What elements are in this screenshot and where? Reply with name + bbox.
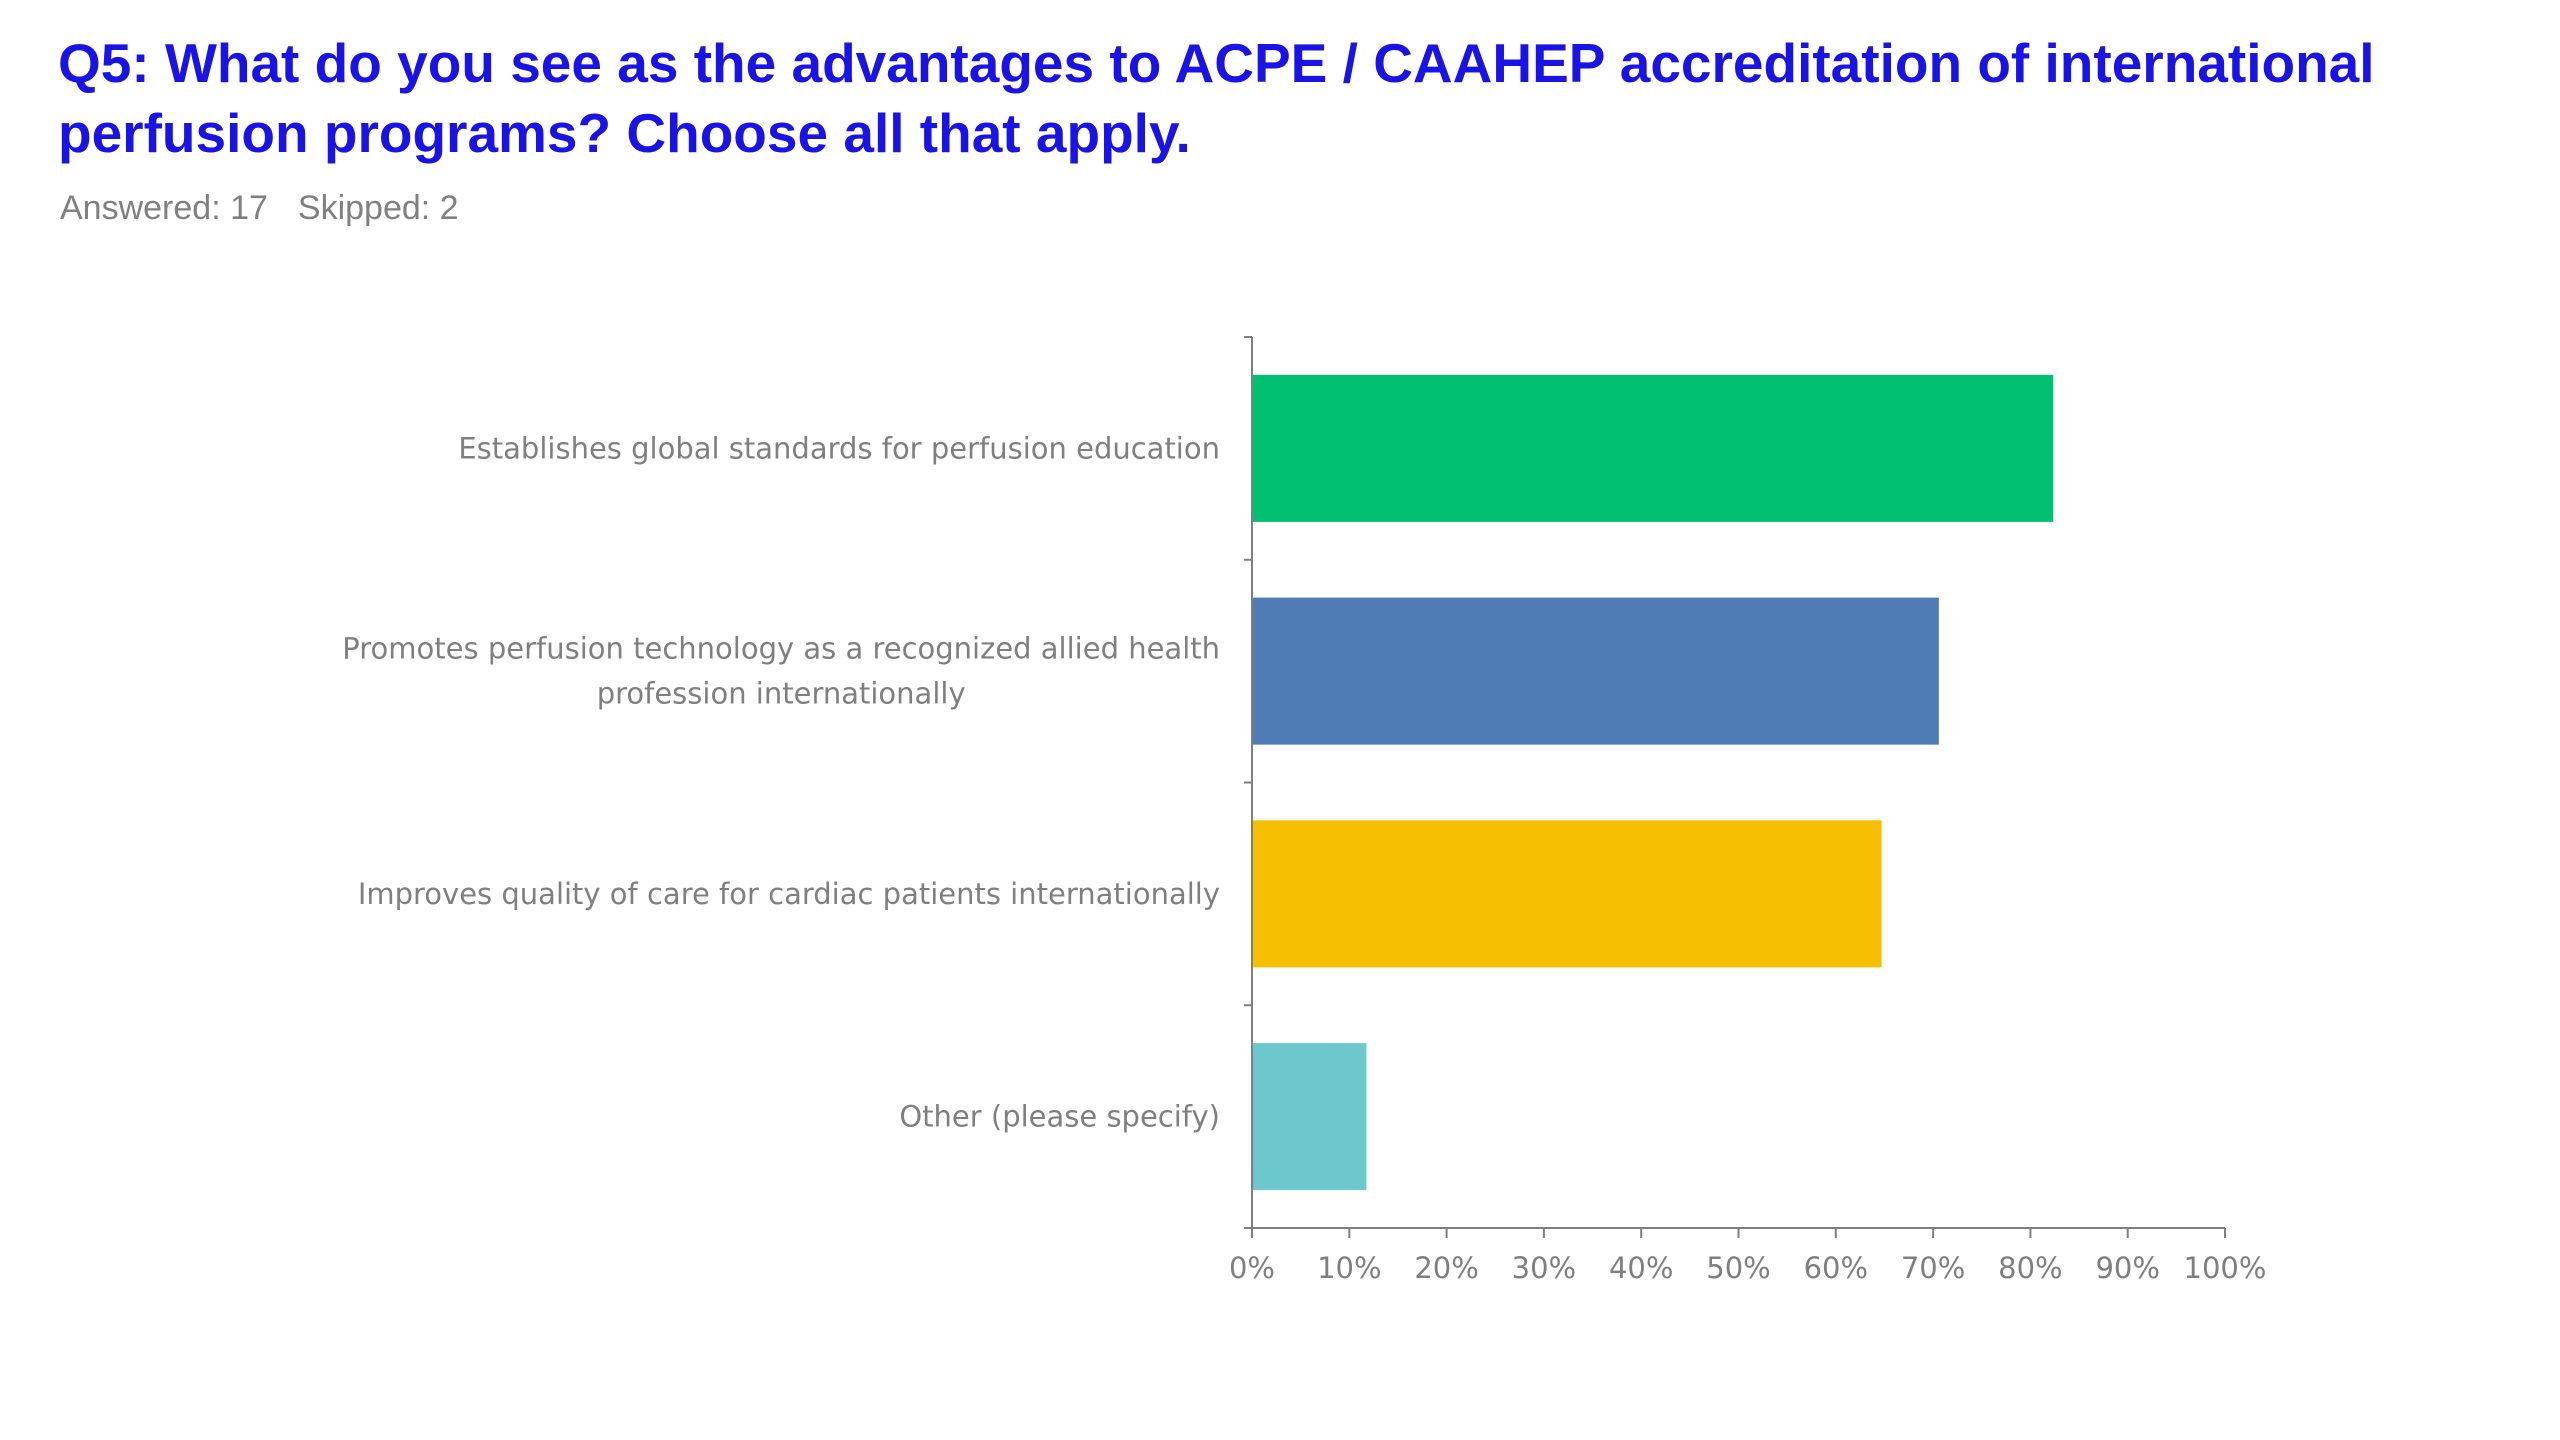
x-tick-label-10: 100% bbox=[2184, 1251, 2267, 1285]
category-label-4: Other (please specify) bbox=[899, 1100, 1220, 1134]
x-tick-label-6: 60% bbox=[1804, 1251, 1868, 1285]
category-label-3: Improves quality of care for cardiac pat… bbox=[358, 877, 1220, 911]
answered-count: Answered: 17 bbox=[60, 189, 268, 227]
bar-4 bbox=[1252, 1043, 1367, 1191]
response-summary: Answered: 17 Skipped: 2 bbox=[60, 186, 459, 230]
x-tick-label-9: 90% bbox=[2095, 1251, 2159, 1285]
x-tick-label-7: 70% bbox=[1901, 1251, 1965, 1285]
bar-2 bbox=[1252, 597, 1939, 745]
category-label-1: Establishes global standards for perfusi… bbox=[458, 431, 1220, 465]
x-tick-label-1: 10% bbox=[1317, 1251, 1381, 1285]
category-label-2-line-2: profession internationally bbox=[597, 677, 966, 711]
x-tick-label-2: 20% bbox=[1414, 1251, 1478, 1285]
x-tick-label-3: 30% bbox=[1512, 1251, 1576, 1285]
bar-3 bbox=[1252, 820, 1882, 968]
bar-1 bbox=[1252, 374, 2054, 522]
x-tick-label-8: 80% bbox=[1998, 1251, 2062, 1285]
x-tick-label-5: 50% bbox=[1706, 1251, 1770, 1285]
skipped-count: Skipped: 2 bbox=[297, 189, 459, 227]
x-tick-label-0: 0% bbox=[1229, 1251, 1275, 1285]
category-label-2: Promotes perfusion technology as a recog… bbox=[342, 632, 1220, 666]
question-title: Q5: What do you see as the advantages to… bbox=[58, 32, 2375, 164]
x-tick-label-4: 40% bbox=[1609, 1251, 1673, 1285]
